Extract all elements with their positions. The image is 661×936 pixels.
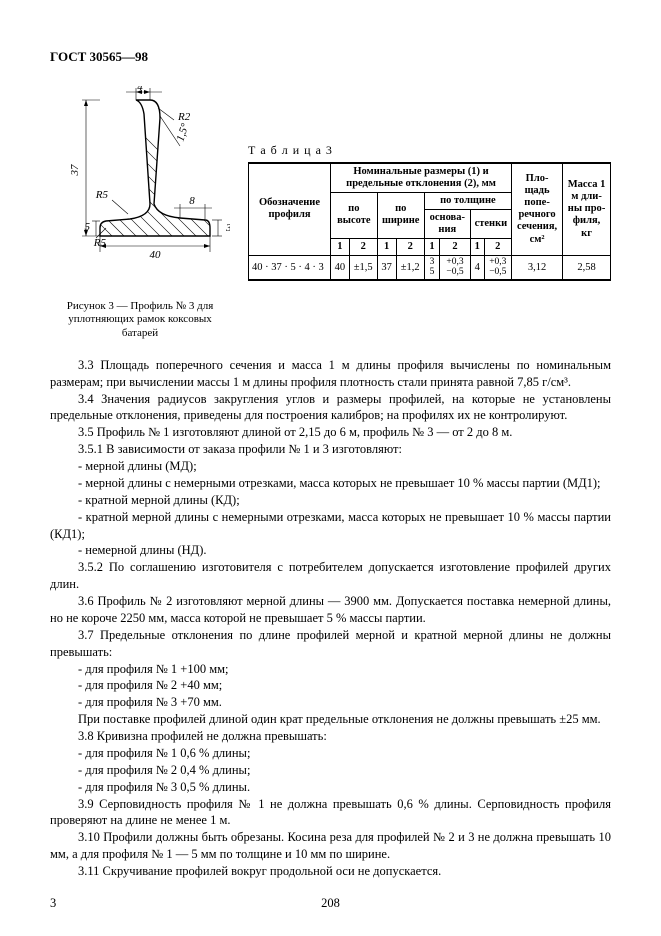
cell-shir1: 37 xyxy=(377,256,396,281)
p-3-11: 3.11 Скручивание профилей вокруг продоль… xyxy=(50,863,611,880)
th-vys: по высоте xyxy=(331,192,378,238)
b-372: - для профиля № 2 +40 мм; xyxy=(50,677,611,694)
b-kd: - кратной мерной длины (КД); xyxy=(50,492,611,509)
p-3-8: 3.8 Кривизна профилей не должна превышат… xyxy=(50,728,611,745)
b-383: - для профиля № 3 0,5 % длины. xyxy=(50,779,611,796)
p-3-5: 3.5 Профиль № 1 изготовляют длиной от 2,… xyxy=(50,424,611,441)
b-kd1: - кратной мерной длины с немерными отрез… xyxy=(50,509,611,543)
body-text: 3.3 Площадь поперечного сечения и масса … xyxy=(50,357,611,880)
dim-r2: R2 xyxy=(177,111,191,123)
cell-area: 3,12 xyxy=(512,256,563,281)
page-num-center: 208 xyxy=(0,895,661,912)
sub-3: 1 xyxy=(377,239,396,256)
sub-6: 2 xyxy=(440,239,471,256)
p-3-9: 3.9 Серповидность профиля № 1 не должна … xyxy=(50,796,611,830)
figure-and-table-row: 4 37 40 R2 R5 R5 1,5° 5 3 8 Рисунок 3 — … xyxy=(50,86,611,341)
dim-r5b: R5 xyxy=(93,237,107,249)
dim-8: 8 xyxy=(189,195,195,207)
th-sten: стенки xyxy=(470,209,511,238)
sub-8: 2 xyxy=(484,239,511,256)
th-mass: Масса 1 м дли­ны про­филя, кг xyxy=(563,163,611,256)
p-3-4: 3.4 Значения радиусов закругления углов … xyxy=(50,391,611,425)
th-name: Обозна­чение профи­ля xyxy=(249,163,331,256)
p-3-10: 3.10 Профили должны быть обрезаны. Косин… xyxy=(50,829,611,863)
dim-4: 4 xyxy=(137,86,143,93)
table-row: 40 · 37 · 5 · 4 · 3 40 ±1,5 37 ±1,2 35 +… xyxy=(249,256,611,281)
sub-5: 1 xyxy=(424,239,439,256)
b-md: - мерной длины (МД); xyxy=(50,458,611,475)
figure-caption: Рисунок 3 — Профиль № 3 для уплотняющих … xyxy=(50,300,230,341)
b-381: - для профиля № 1 0,6 % длины; xyxy=(50,745,611,762)
cell-sten1: 4 xyxy=(470,256,484,281)
figure-block: 4 37 40 R2 R5 R5 1,5° 5 3 8 Рисунок 3 — … xyxy=(50,86,230,341)
dim-3: 3 xyxy=(225,222,230,234)
cell-mass: 2,58 xyxy=(563,256,611,281)
b-md1: - мерной длины с немерными отрезками, ма… xyxy=(50,475,611,492)
dimensions-table: Обозна­чение профи­ля Номинальные размер… xyxy=(248,162,611,281)
sub-7: 1 xyxy=(470,239,484,256)
th-shir: по шири­не xyxy=(377,192,424,238)
p-37x: При поставке профилей длиной один крат п… xyxy=(50,711,611,728)
sub-2: 2 xyxy=(349,239,377,256)
b-382: - для профиля № 2 0,4 % длины; xyxy=(50,762,611,779)
b-371: - для профиля № 1 +100 мм; xyxy=(50,661,611,678)
dim-40: 40 xyxy=(150,249,162,261)
cell-vys2: ±1,5 xyxy=(349,256,377,281)
dim-37: 37 xyxy=(69,164,81,177)
p-3-6: 3.6 Профиль № 2 изготовляют мерной длины… xyxy=(50,593,611,627)
p-3-5-1: 3.5.1 В зависимости от заказа профили № … xyxy=(50,441,611,458)
cell-vys1: 40 xyxy=(331,256,350,281)
th-tol: по толщине xyxy=(424,192,511,209)
dim-angle: 1,5° xyxy=(174,121,191,143)
cell-name: 40 · 37 · 5 · 4 · 3 xyxy=(249,256,331,281)
gost-header: ГОСТ 30565—98 xyxy=(50,48,611,66)
th-osn: основа­ния xyxy=(424,209,470,238)
table-caption: Т а б л и ц а 3 xyxy=(248,142,611,158)
sub-4: 2 xyxy=(396,239,424,256)
th-group: Номинальные размеры (1) и предельные отк… xyxy=(331,163,512,193)
b-373: - для профиля № 3 +70 мм. xyxy=(50,694,611,711)
cell-shir2: ±1,2 xyxy=(396,256,424,281)
cell-osn1: 35 xyxy=(424,256,439,281)
table-block: Т а б л и ц а 3 Обозна­чение профи­ля Но… xyxy=(248,142,611,282)
p-3-7: 3.7 Предельные отклонения по длине профи… xyxy=(50,627,611,661)
p-3-3: 3.3 Площадь поперечного сечения и масса … xyxy=(50,357,611,391)
cell-sten2: +0,3−0,5 xyxy=(484,256,511,281)
dim-5: 5 xyxy=(85,221,91,233)
cell-osn2: +0,3−0,5 xyxy=(440,256,471,281)
dim-r5a: R5 xyxy=(95,189,109,201)
p-3-5-2: 3.5.2 По соглашению изготовителя с потре… xyxy=(50,559,611,593)
b-nd: - немерной длины (НД). xyxy=(50,542,611,559)
sub-1: 1 xyxy=(331,239,350,256)
profile-drawing: 4 37 40 R2 R5 R5 1,5° 5 3 8 xyxy=(50,86,230,296)
th-area: Пло­щадь попе­речно­го сече­ния, см² xyxy=(512,163,563,256)
